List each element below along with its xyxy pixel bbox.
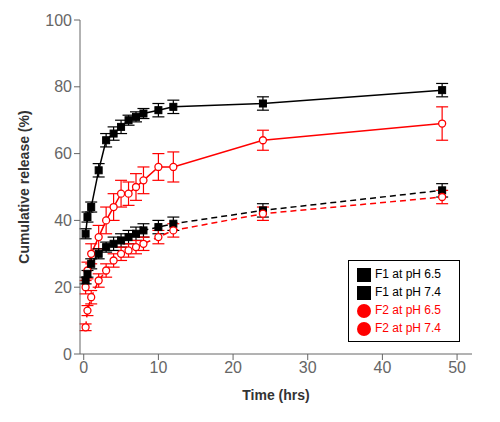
svg-text:40: 40 <box>374 359 392 376</box>
html-text:F1 at pH 6.5: F1 at pH 6.5 <box>375 267 441 281</box>
svg-text:20: 20 <box>224 359 242 376</box>
svg-text:80: 80 <box>54 78 72 95</box>
svg-text:30: 30 <box>299 359 317 376</box>
svg-text:40: 40 <box>54 212 72 229</box>
svg-text:Time (hrs): Time (hrs) <box>242 387 309 403</box>
html-text:F1 at pH 7.4: F1 at pH 7.4 <box>375 285 441 299</box>
svg-text:10: 10 <box>150 359 168 376</box>
svg-text:50: 50 <box>448 359 466 376</box>
html-text:F2 at pH 6.5: F2 at pH 6.5 <box>375 303 441 317</box>
svg-text:20: 20 <box>54 279 72 296</box>
html-text:F2 at pH 7.4: F2 at pH 7.4 <box>375 321 441 335</box>
svg-text:100: 100 <box>45 12 72 29</box>
svg-text:60: 60 <box>54 145 72 162</box>
svg-text:0: 0 <box>63 346 72 363</box>
svg-text:Cumulative release (%): Cumulative release (%) <box>16 110 32 263</box>
svg-text:0: 0 <box>79 359 88 376</box>
